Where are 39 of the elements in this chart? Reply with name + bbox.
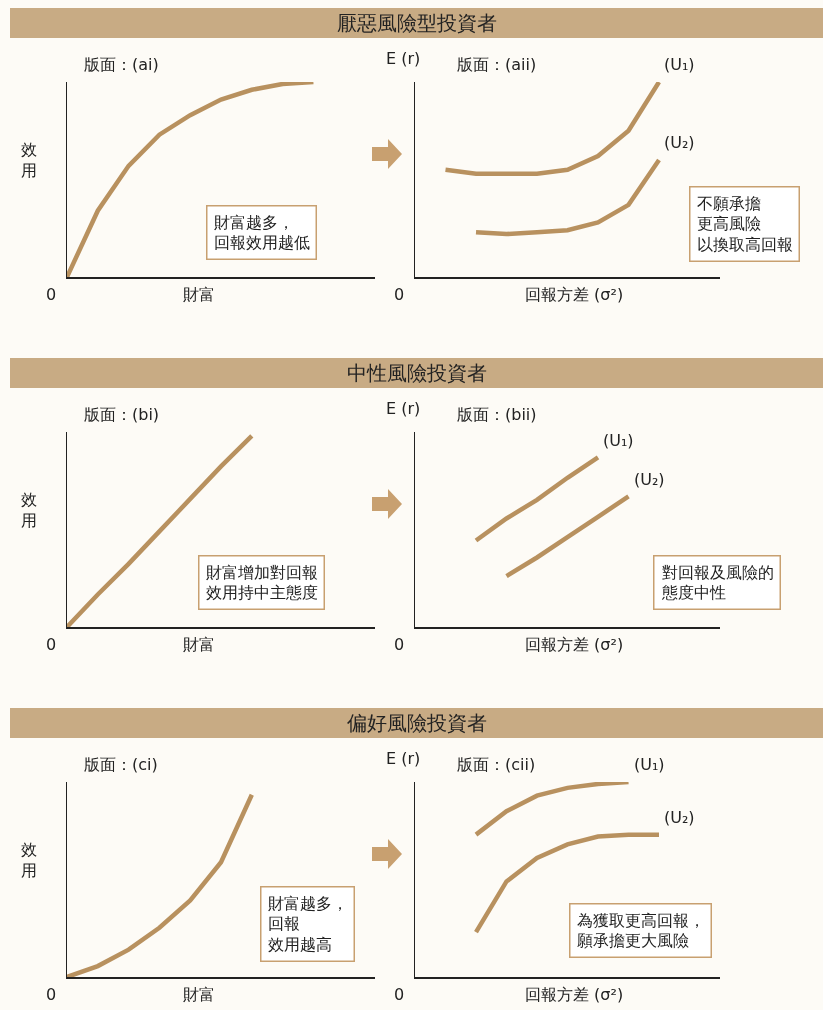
text: 0 (46, 285, 57, 304)
x-axis-title: 回報方差 (σ²) (525, 985, 624, 1004)
text: 版面：(aii) (457, 55, 537, 74)
text: 0 (46, 635, 57, 654)
text: 版面：(bi) (84, 405, 160, 424)
text: 對回報及風險的態度中性 (660, 562, 774, 603)
series-label: (U₂) (634, 470, 665, 489)
text: 0 (46, 985, 57, 1004)
series-label: (U₁) (664, 55, 695, 74)
text: 0 (394, 985, 405, 1004)
y-axis-title: E (r) (386, 49, 421, 68)
annotation: 為獲取更高回報，願承擔更大風險 (576, 910, 705, 951)
series-label: (U₁) (634, 755, 665, 774)
y-axis-title: 效用 (21, 490, 37, 530)
text: 版面：(ci) (84, 755, 158, 774)
series-label: (U₂) (664, 133, 695, 152)
text: 版面：(cii) (457, 755, 536, 774)
text: 財富越多，回報效用越高 (267, 893, 348, 955)
annotation: 財富越多，回報效用越低 (213, 212, 310, 253)
x-axis-title: 財富 (183, 985, 215, 1004)
chart-title: 厭惡風險型投資者 (10, 8, 823, 38)
text: 0 (394, 285, 405, 304)
y-axis-title: E (r) (386, 399, 421, 418)
x-axis-title: 財富 (183, 635, 215, 654)
text: 版面：(ai) (84, 55, 159, 74)
x-axis-title: 回報方差 (σ²) (525, 285, 624, 304)
annotation: 不願承擔更高風險以換取高回報 (696, 193, 793, 255)
annotation: 財富增加對回報效用持中主態度 (205, 562, 318, 603)
text: 版面：(bii) (457, 405, 537, 424)
x-axis-title: 回報方差 (σ²) (525, 635, 624, 654)
x-axis-title: 財富 (183, 285, 215, 304)
chart-title: 中性風險投資者 (10, 358, 823, 388)
series-label: (U₁) (603, 431, 634, 450)
y-axis-title: 效用 (21, 840, 37, 880)
y-axis-title: 效用 (21, 140, 37, 180)
series-label: (U₂) (664, 808, 695, 827)
y-axis-title: E (r) (386, 749, 421, 768)
text: 0 (394, 635, 405, 654)
chart-title: 偏好風險投資者 (10, 708, 823, 738)
